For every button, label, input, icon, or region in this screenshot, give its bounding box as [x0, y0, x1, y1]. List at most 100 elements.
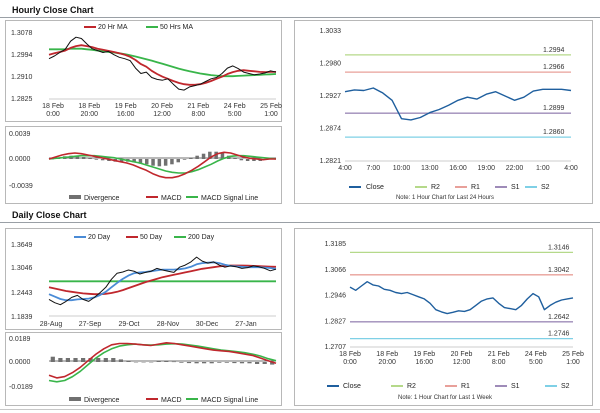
x-tick-label: 22:00 — [506, 165, 524, 172]
legend-r2-label: R2 — [407, 383, 416, 390]
daily-macd-chart: 0.0189 0.0000 -0.0189 Divergence MACD MA… — [9, 336, 277, 404]
legend-r1-label: R1 — [461, 383, 470, 390]
legend-divergence-swatch — [69, 195, 81, 199]
divergence-bar — [94, 159, 99, 160]
divergence-bar — [100, 159, 105, 161]
macd-line — [48, 342, 277, 379]
x-tick-label: 19:00 — [478, 165, 496, 172]
x-tick-label: 19 Feb 16:00 — [115, 103, 137, 118]
y-tick-label: 1.2946 — [325, 293, 347, 300]
levels-1w-chart: 1.3185 1.3066 1.2946 1.2827 1.2707 1.3146 1.3… — [325, 241, 584, 401]
divergence-bar — [164, 360, 169, 362]
divergence-bar — [247, 362, 252, 364]
levels-1w-legend: Close R2 R1 S1 S2 — [327, 383, 570, 390]
hourly-title-rule — [0, 17, 600, 18]
legend-close-label: Close — [366, 184, 384, 191]
x-tick-label: 18 Feb 0:00 — [339, 351, 361, 366]
hourly-close-chart: 20 Hr MA 50 Hrs MA 1.3078 1.2994 1.2910 … — [11, 24, 282, 118]
macd-y-tick-label: 0.0000 — [9, 156, 31, 163]
divergence-bar — [208, 151, 212, 159]
bottom-rule — [0, 409, 600, 410]
y-tick-label: 1.3185 — [325, 241, 347, 248]
legend-s1-label: S1 — [511, 383, 520, 390]
hourly-close-panel: 20 Hr MA 50 Hrs MA 1.3078 1.2994 1.2910 … — [5, 20, 282, 122]
close-line — [48, 36, 277, 91]
x-tick-label: 10:00 — [393, 165, 411, 172]
x-tick-label: 4:00 — [338, 165, 352, 172]
x-tick-label: 25 Feb 1:00 — [562, 351, 584, 366]
legend-signal-label: MACD Signal Line — [201, 397, 258, 404]
y-tick-label: 1.2825 — [11, 96, 33, 103]
daily-section-title: Daily Close Chart — [12, 210, 87, 220]
y-tick-label: 1.2827 — [325, 318, 347, 325]
divergence-bar — [157, 159, 162, 167]
divergence-bar — [182, 159, 187, 160]
divergence-bar — [81, 358, 86, 362]
y-tick-label: 1.2980 — [320, 61, 342, 68]
divergence-bar — [233, 158, 237, 159]
hourly-section-title: Hourly Close Chart — [12, 5, 94, 15]
macd-y-tick-label: -0.0039 — [9, 183, 33, 190]
levels-1w-panel: 1.3185 1.3066 1.2946 1.2827 1.2707 1.3146 1.3… — [294, 228, 593, 406]
x-tick-label: 19 Feb 16:00 — [413, 351, 435, 366]
x-tick-label: 1:00 — [536, 165, 550, 172]
divergence-bar — [202, 362, 207, 364]
legend-macd-label: MACD — [161, 397, 182, 404]
x-tick-label: 18 Feb 20:00 — [78, 103, 100, 118]
legend-macd-label: MACD — [161, 195, 182, 202]
divergence-bar — [195, 155, 199, 159]
levels-24h-panel: 1.3033 1.2980 1.2927 1.2874 1.2821 1.2994 1.2… — [294, 20, 593, 204]
macd-y-tick-label: 0.0189 — [9, 336, 31, 343]
level-s1-label: 1.2642 — [548, 314, 570, 321]
divergence-bar — [232, 362, 237, 364]
divergence-bar — [151, 159, 155, 166]
macd-y-tick-label: 0.0039 — [9, 131, 31, 138]
divergence-bar — [255, 362, 260, 364]
daily-title-rule — [0, 222, 600, 223]
hourly-macd-panel: 0.0039 0.0000 -0.0039 Divergence MACD MA… — [5, 126, 282, 204]
x-tick-label: 28-Nov — [157, 321, 180, 328]
hourly-macd-chart: 0.0039 0.0000 -0.0039 Divergence MACD MA… — [9, 131, 277, 202]
divergence-bar — [118, 359, 123, 362]
divergence-bar — [170, 159, 174, 165]
legend-s1-label: S1 — [511, 184, 520, 191]
divergence-bar — [138, 159, 143, 164]
legend-divergence-swatch — [69, 397, 81, 401]
level-r2-label: 1.2994 — [543, 47, 565, 54]
hourly-macd-legend: Divergence MACD MACD Signal Line — [69, 195, 258, 202]
divergence-bar — [217, 362, 222, 363]
x-tick-label: 25 Feb 1:00 — [260, 103, 282, 118]
divergence-bar — [239, 159, 244, 161]
divergence-bar — [209, 362, 214, 364]
legend-r1-label: R1 — [471, 184, 480, 191]
x-tick-label: 7:00 — [366, 165, 380, 172]
y-tick-label: 1.3033 — [320, 28, 342, 35]
legend-20hr-ma-label: 20 Hr MA — [98, 24, 128, 31]
divergence-bar — [176, 159, 180, 163]
divergence-bar — [103, 358, 108, 362]
daily-legend: 20 Day 50 Day 200 Day — [74, 234, 215, 241]
x-tick-label: 18 Feb 20:00 — [376, 351, 398, 366]
legend-divergence-label: Divergence — [84, 397, 120, 404]
divergence-bar — [119, 159, 124, 162]
y-tick-label: 1.2821 — [320, 158, 342, 165]
y-tick-label: 1.3066 — [325, 267, 347, 274]
x-tick-label: 20 Feb 12:00 — [451, 351, 473, 366]
divergence-bar — [58, 358, 63, 362]
daily-macd-legend: Divergence MACD MACD Signal Line — [69, 397, 258, 404]
ma20-line — [48, 44, 276, 86]
divergence-bar — [201, 153, 206, 159]
divergence-bar — [179, 362, 184, 363]
divergence-bar — [88, 158, 92, 159]
divergence-bar — [65, 358, 70, 362]
divergence-bar — [50, 356, 55, 362]
close-line — [349, 281, 574, 315]
divergence-bar — [81, 157, 86, 159]
divergence-bar — [163, 159, 168, 166]
level-s2-label: 1.2860 — [543, 129, 565, 136]
y-tick-label: 1.2707 — [325, 344, 347, 351]
y-tick-label: 1.2443 — [11, 290, 33, 297]
y-tick-label: 1.3649 — [11, 242, 33, 249]
legend-signal-label: MACD Signal Line — [201, 195, 258, 202]
y-tick-label: 1.3078 — [11, 30, 33, 37]
